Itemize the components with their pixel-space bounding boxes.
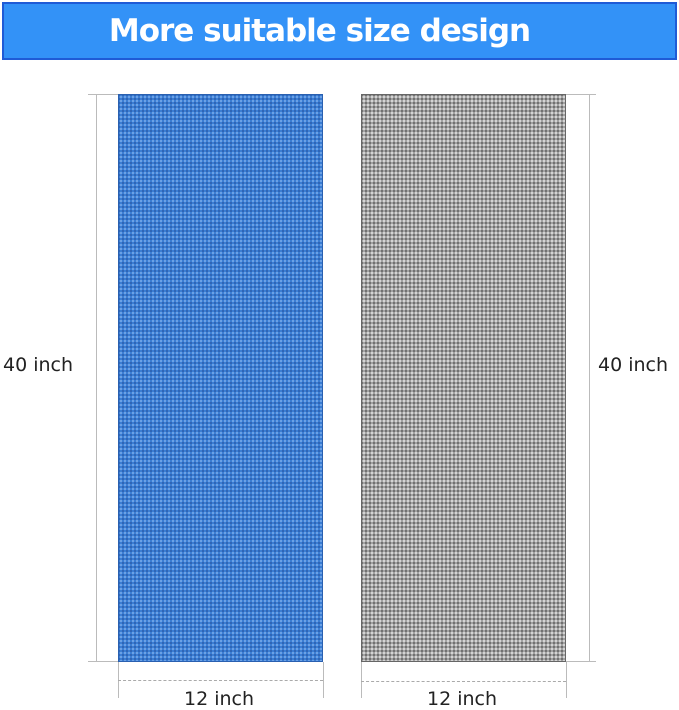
left-towel-height-label: 40 inch — [3, 354, 74, 376]
height-dimension-line — [589, 94, 590, 662]
right-towel-width-label: 12 inch — [427, 688, 498, 710]
dimension-tick — [88, 94, 118, 95]
width-dimension-tick — [566, 662, 567, 698]
width-dimension-line — [361, 681, 566, 682]
title-banner: More suitable size design — [2, 2, 677, 60]
right-towel-height-label: 40 inch — [598, 354, 669, 376]
width-dimension-tick — [361, 662, 362, 698]
gray-towel — [361, 94, 566, 662]
height-dimension-line — [96, 94, 97, 662]
width-dimension-line — [118, 680, 323, 681]
banner-title: More suitable size design — [108, 13, 531, 49]
dimension-tick — [566, 94, 596, 95]
blue-towel — [118, 94, 323, 662]
dimension-tick — [566, 661, 596, 662]
width-dimension-tick — [323, 662, 324, 698]
left-towel-width-label: 12 inch — [184, 688, 255, 710]
dimension-tick — [88, 661, 118, 662]
